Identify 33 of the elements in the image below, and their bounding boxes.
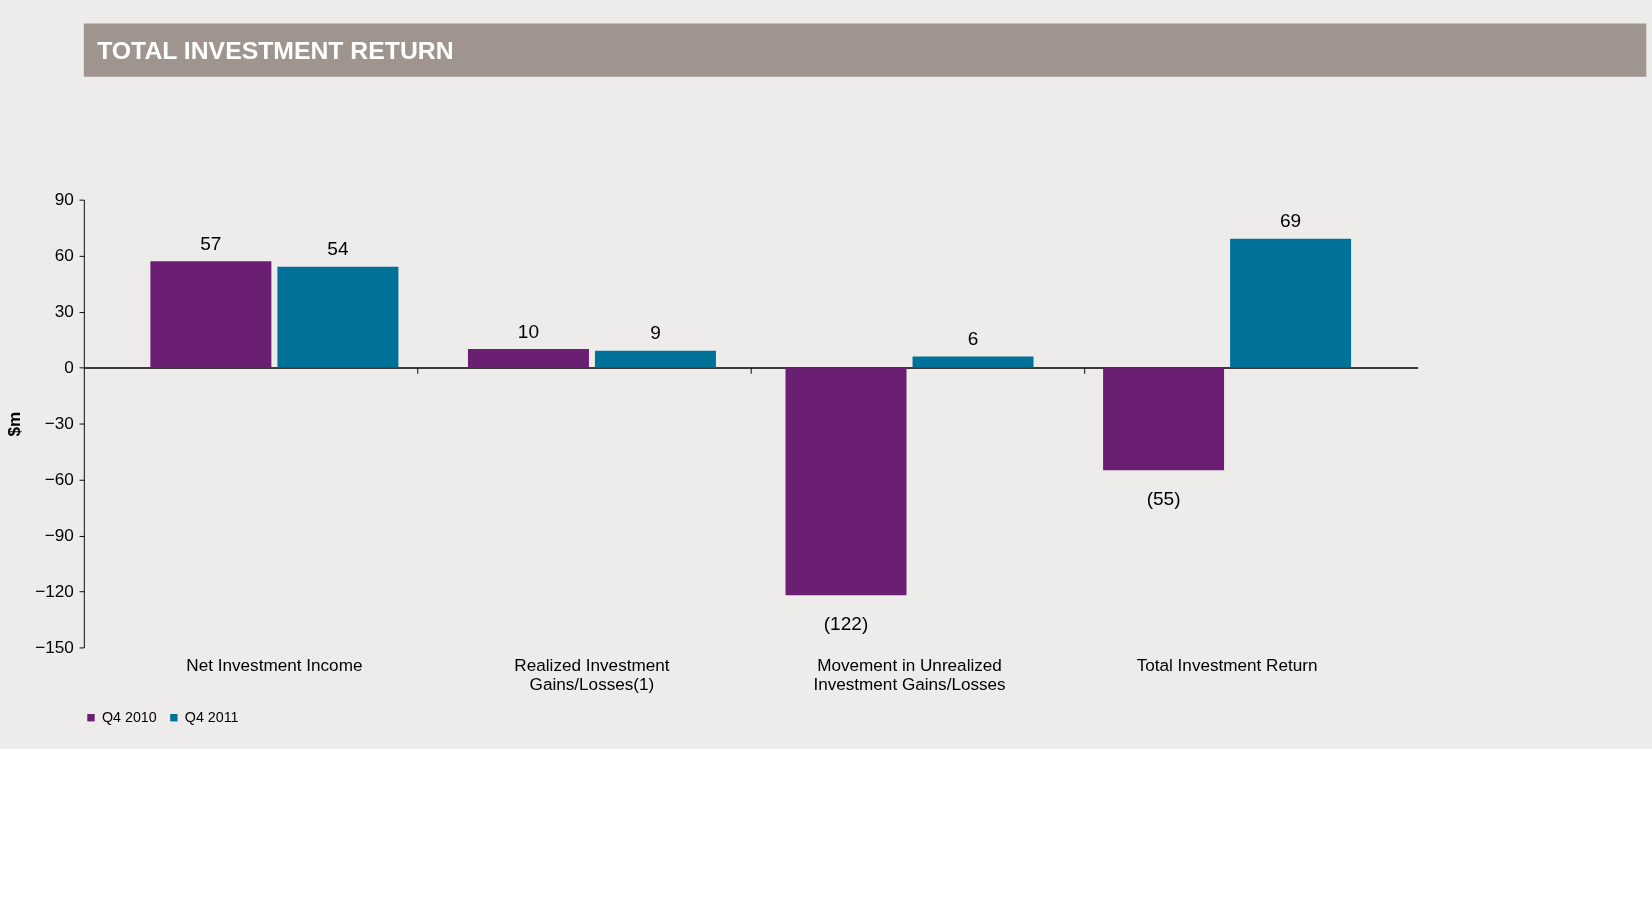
y-axis-title: $m xyxy=(3,411,24,437)
y-tick-label: −30 xyxy=(44,412,74,433)
data-label: 6 xyxy=(967,327,979,349)
y-tick-label: 0 xyxy=(64,356,74,377)
y-tick-label: −150 xyxy=(35,636,74,657)
data-label: 54 xyxy=(327,238,349,260)
data-label: (122) xyxy=(823,612,869,634)
x-tick-label: Movement in Unrealized Investment Gains/Losses xyxy=(813,654,1006,694)
y-tick-label: −60 xyxy=(44,468,74,489)
bar xyxy=(467,348,589,368)
y-tick-label: 30 xyxy=(54,300,74,321)
legend-label: Q4 2011 xyxy=(184,709,239,726)
bar xyxy=(594,350,716,368)
chart-title: TOTAL INVESTMENT RETURN xyxy=(97,36,454,64)
y-tick-label: 90 xyxy=(54,188,74,209)
bar xyxy=(150,261,272,368)
bar xyxy=(1103,367,1225,471)
y-tick-label: −120 xyxy=(35,580,74,601)
bar xyxy=(912,356,1034,368)
bar xyxy=(785,367,907,596)
data-label: 57 xyxy=(200,232,222,254)
y-tick-label: 60 xyxy=(54,244,74,265)
legend-label: Q4 2010 xyxy=(101,709,157,726)
x-tick-label: Net Investment Income xyxy=(186,654,363,675)
data-label: 9 xyxy=(650,322,661,344)
data-label: (55) xyxy=(1146,487,1181,509)
bar xyxy=(277,266,399,368)
y-tick-label: −90 xyxy=(44,524,74,545)
x-tick-label: Realized Investment Gains/Losses(1) xyxy=(514,654,670,694)
data-label: 10 xyxy=(517,320,540,342)
x-tick-label: Total Investment Return xyxy=(1136,654,1318,675)
data-label: 69 xyxy=(1280,210,1302,232)
bar xyxy=(1230,238,1352,368)
